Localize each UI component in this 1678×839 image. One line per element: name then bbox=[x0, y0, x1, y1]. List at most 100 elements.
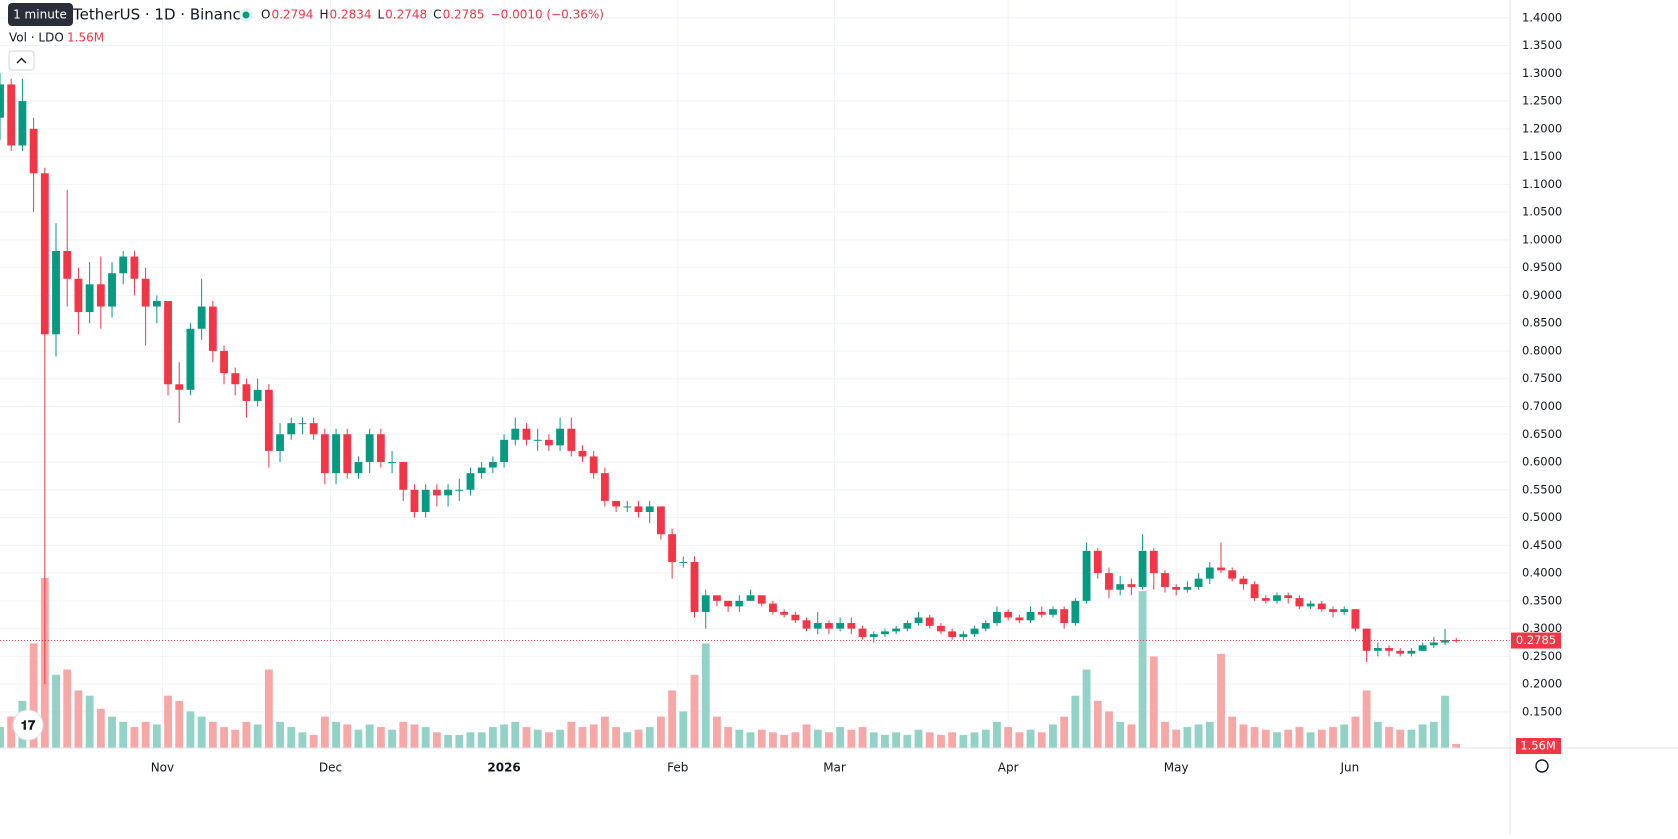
volume-bar bbox=[701, 643, 710, 748]
candle-body bbox=[1407, 650, 1416, 654]
candle-body bbox=[1351, 609, 1360, 629]
volume-bar bbox=[1429, 721, 1438, 748]
y-tick-label: 0.6000 bbox=[1522, 455, 1562, 469]
candle-body bbox=[74, 278, 83, 313]
candle-body bbox=[802, 620, 811, 629]
candle-body bbox=[208, 306, 217, 351]
candle-body bbox=[1418, 645, 1427, 651]
volume-bar bbox=[1373, 721, 1382, 748]
ohlc-value: 0.2748 bbox=[385, 8, 427, 22]
volume-bar bbox=[220, 727, 228, 748]
volume-bar bbox=[1407, 729, 1416, 748]
change-value: −0.0010 (−0.36%) bbox=[491, 8, 604, 22]
y-tick-label: 0.9500 bbox=[1522, 260, 1562, 274]
volume-bar bbox=[242, 721, 251, 748]
candle-body bbox=[903, 623, 912, 629]
candle-body bbox=[7, 84, 16, 146]
volume-bar bbox=[264, 669, 273, 748]
collapse-button[interactable] bbox=[8, 50, 35, 71]
candle-body bbox=[40, 173, 49, 335]
candle-body bbox=[869, 634, 878, 637]
candle-body bbox=[421, 489, 430, 512]
volume-bar bbox=[1452, 743, 1461, 748]
y-tick-label: 0.1500 bbox=[1522, 704, 1562, 718]
candle-body bbox=[735, 600, 744, 607]
y-tick-label: 0.3500 bbox=[1522, 593, 1562, 607]
y-tick-label: 0.5000 bbox=[1522, 510, 1562, 524]
volume-bar bbox=[578, 727, 587, 748]
candle-body bbox=[959, 634, 968, 637]
volume-bar bbox=[29, 643, 38, 748]
ohlc-key: L bbox=[377, 8, 384, 22]
legend-header: TetherUS · 1D · Binance 1 minute Vol · L… bbox=[8, 3, 604, 71]
candle-body bbox=[63, 250, 72, 279]
volume-bar bbox=[1093, 700, 1102, 748]
volume-bar bbox=[600, 716, 609, 748]
volume-bar bbox=[298, 732, 307, 748]
grid bbox=[0, 0, 1510, 748]
candle-body bbox=[85, 284, 94, 313]
candle-body bbox=[1217, 567, 1225, 571]
volume-bar bbox=[836, 727, 845, 748]
candle-body bbox=[376, 434, 385, 463]
volume-bar bbox=[1037, 732, 1046, 748]
ohlc-key: H bbox=[319, 8, 328, 22]
volume-bar bbox=[388, 729, 396, 748]
candle-body bbox=[701, 595, 710, 612]
candle-body bbox=[354, 462, 363, 474]
y-tick-label: 0.8000 bbox=[1522, 343, 1562, 357]
volume-bar bbox=[959, 734, 968, 748]
volume-bar bbox=[656, 716, 665, 748]
candle-body bbox=[791, 614, 800, 621]
y-tick-label: 1.0000 bbox=[1522, 232, 1562, 246]
candle-body bbox=[836, 623, 845, 629]
y-tick-label: 1.0500 bbox=[1522, 205, 1562, 219]
candle-body bbox=[332, 434, 340, 474]
settings-button[interactable] bbox=[1535, 759, 1549, 773]
volume-bar bbox=[668, 690, 677, 748]
volume-bar bbox=[1161, 721, 1169, 748]
volume-bar bbox=[74, 690, 83, 748]
candle-body bbox=[914, 617, 923, 624]
candle-body bbox=[1373, 648, 1382, 651]
candle-body bbox=[18, 101, 27, 146]
candle-body bbox=[757, 595, 766, 604]
candle-body bbox=[522, 428, 531, 440]
candle-body bbox=[656, 506, 665, 535]
volume-bar bbox=[556, 729, 565, 748]
volume-bar bbox=[376, 727, 385, 748]
y-tick-label: 0.2500 bbox=[1522, 649, 1562, 663]
volume-bar bbox=[634, 729, 643, 748]
candle-body bbox=[0, 84, 4, 118]
volume-bar bbox=[1261, 729, 1270, 748]
candle-body bbox=[186, 328, 195, 390]
candle-body bbox=[1004, 611, 1013, 618]
volume-bar bbox=[7, 716, 16, 748]
volume-bar bbox=[813, 729, 822, 748]
candle-body bbox=[813, 623, 822, 629]
y-tick-label: 1.2500 bbox=[1522, 94, 1562, 108]
candle-body bbox=[130, 256, 139, 279]
volume-bar bbox=[231, 729, 240, 748]
volume-bar bbox=[724, 727, 733, 748]
volume-bar bbox=[253, 724, 262, 748]
candle-body bbox=[365, 434, 374, 463]
candle-body bbox=[556, 428, 565, 446]
volume-bar bbox=[466, 732, 475, 748]
candle-body bbox=[1183, 586, 1192, 590]
candle-body bbox=[1284, 595, 1293, 599]
volume-bar bbox=[589, 724, 598, 748]
volume-bar bbox=[197, 716, 206, 748]
volume-bar bbox=[1306, 732, 1315, 748]
y-tick-label: 0.8500 bbox=[1522, 316, 1562, 330]
candle-body bbox=[847, 623, 856, 629]
candle-body bbox=[600, 473, 609, 501]
volume-bar bbox=[1396, 729, 1405, 748]
candle-layer bbox=[0, 73, 1510, 685]
volume-bar bbox=[309, 734, 318, 748]
volume-bar bbox=[1172, 729, 1181, 748]
candle-body bbox=[1340, 609, 1349, 612]
candle-body bbox=[712, 595, 721, 601]
candle-body bbox=[29, 128, 38, 174]
